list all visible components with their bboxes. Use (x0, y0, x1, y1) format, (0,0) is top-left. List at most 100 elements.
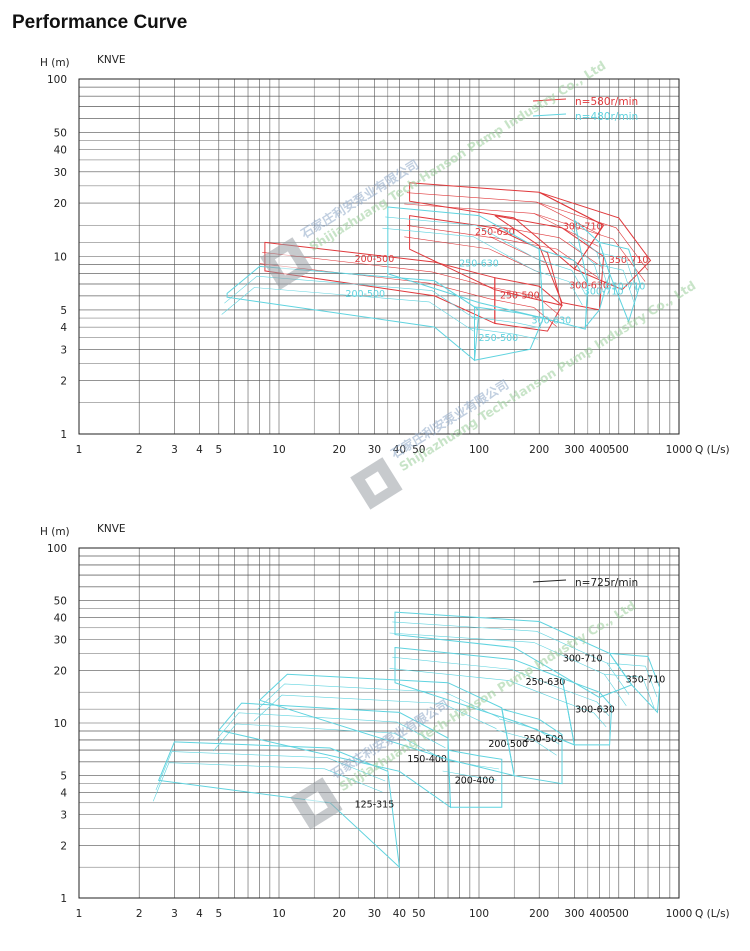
series-label: 350-710 (626, 675, 666, 686)
trim-curve (559, 687, 610, 716)
trim-curve (382, 227, 534, 271)
y-tick-label: 100 (47, 543, 67, 555)
y-tick-label: 2 (60, 840, 67, 852)
legend: n=580r/min n=480r/min (532, 96, 638, 123)
watermark-logo (350, 457, 403, 510)
series-label: 250-500 (500, 290, 540, 301)
x-tick-label: 300 (564, 908, 584, 920)
trim-curve (593, 263, 636, 306)
x-axis-label: Q (L/s) (695, 908, 730, 920)
series-label: 350-710 (606, 282, 646, 293)
series-label: 300-710 (563, 221, 603, 232)
x-tick-label: 4 (196, 908, 203, 920)
y-tick-label: 1 (60, 429, 67, 441)
trim-curve (392, 656, 560, 689)
logo-cutout (274, 251, 298, 276)
series-outline (217, 702, 452, 809)
series-label: 250-630 (475, 227, 515, 238)
y-tick-label: 2 (60, 376, 67, 388)
series-250-630-cyan: 250-630 (382, 206, 544, 319)
series-outline (608, 652, 661, 714)
x-tick-label: 20 (333, 908, 346, 920)
trim-curve (496, 729, 557, 756)
y-tick-label: 10 (54, 252, 67, 264)
legend-entry: n=725r/min (575, 577, 638, 589)
series-label: 200-400 (455, 776, 495, 787)
x-tick-label: 500 (609, 444, 629, 456)
series-label: 300-710 (563, 653, 603, 664)
trim-curve (536, 201, 649, 271)
x-tick-label: 100 (469, 908, 489, 920)
series-label: 200-500 (345, 289, 385, 300)
series-250-500-cyan: 250-500 (496, 708, 564, 785)
logo-cutout (304, 791, 328, 816)
trim-curve (256, 683, 500, 718)
series-label: 300-630 (531, 315, 571, 326)
x-tick-label: 30 (368, 908, 381, 920)
trim-curve (604, 673, 655, 709)
trim-curve (215, 712, 446, 749)
chart-2: 1 2 3 4 5 10 20 30 40 50 100 200 300 400 500 1000123451… (40, 523, 730, 920)
watermark-logo (290, 777, 343, 830)
y-tick-label: 100 (47, 74, 67, 86)
y-tick-label: 30 (54, 635, 67, 647)
series-150-400-cyan: 150-400 (213, 702, 452, 809)
legend-entry: n=480r/min (575, 111, 638, 123)
plot-frame (78, 78, 680, 435)
x-tick-label: 100 (469, 444, 489, 456)
y-tick-label: 3 (60, 344, 67, 356)
series-label: 200-500 (355, 254, 395, 265)
x-tick-label: 40 (393, 444, 406, 456)
trim-curve (442, 770, 497, 781)
series-350-710-cyan: 350-710 (604, 652, 666, 714)
series-label: 250-500 (524, 734, 564, 745)
trim-curve (445, 759, 500, 770)
trim-curve (389, 632, 627, 706)
series-outline (226, 265, 480, 362)
x-tick-label: 2 (136, 444, 143, 456)
trim-curve (155, 751, 386, 791)
grid (78, 547, 680, 899)
trim-curve (392, 621, 630, 695)
y-tick-label: 40 (54, 613, 67, 625)
x-tick-label: 1 (76, 444, 83, 456)
series-label: 350-710 (609, 255, 649, 266)
y-tick-label: 10 (54, 718, 67, 730)
legend-swatch (532, 579, 567, 583)
series-label: 300-630 (575, 704, 615, 715)
x-tick-label: 300 (564, 444, 584, 456)
y-tick-label: 50 (54, 596, 67, 608)
trim-curve (389, 668, 557, 700)
trim-curve (606, 662, 658, 698)
series-label: 250-500 (479, 333, 519, 344)
y-tick-label: 4 (60, 322, 67, 334)
trim-curve (262, 252, 493, 288)
series-outline (494, 277, 563, 332)
chart-title: KNVE (97, 54, 126, 66)
y-tick-label: 5 (60, 771, 67, 783)
series-label: 250-630 (459, 258, 499, 269)
trim-curve (533, 270, 583, 306)
watermark-cn-text: 石家庄利安泵业有限公司 (297, 157, 421, 242)
x-axis-label: Q (L/s) (695, 444, 730, 456)
x-tick-label: 500 (609, 908, 629, 920)
y-tick-label: 5 (60, 305, 67, 317)
watermark-logo (260, 237, 313, 290)
page-title: Performance Curve (12, 12, 188, 33)
chart-1: 1 2 3 4 5 10 20 30 40 50 100 200 300 400 500 1000123451… (40, 54, 730, 456)
legend-entry: n=580r/min (575, 96, 638, 108)
x-tick-label: 1 (76, 908, 83, 920)
trim-curve (221, 287, 474, 332)
series-outline (474, 306, 545, 361)
trim-curve (253, 694, 497, 729)
x-tick-label: 40 (393, 908, 406, 920)
trim-curve (152, 762, 383, 802)
trim-curve (471, 316, 541, 329)
y-tick-label: 20 (54, 665, 67, 677)
logo-cutout (364, 471, 388, 496)
y-axis-label: H (m) (40, 57, 70, 69)
trim-curve (492, 225, 602, 267)
series-250-500-red: 250-500 (489, 277, 563, 332)
